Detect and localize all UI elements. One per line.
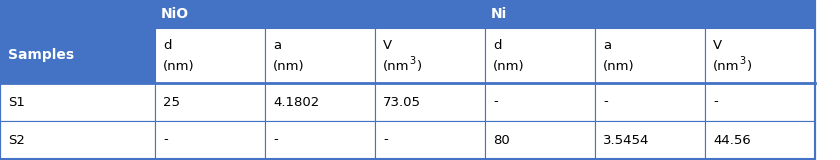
Text: V: V: [713, 39, 722, 52]
Bar: [0, 0, 155, 28]
Text: (nm): (nm): [493, 60, 525, 73]
Text: d: d: [493, 39, 501, 52]
Text: 25: 25: [163, 96, 180, 108]
Text: 4.1802: 4.1802: [273, 96, 319, 108]
Text: (nm: (nm: [383, 60, 410, 73]
Bar: [265, 28, 375, 83]
Text: -: -: [713, 96, 717, 108]
Text: V: V: [383, 39, 392, 52]
Text: (nm: (nm: [713, 60, 739, 73]
Text: ): ): [417, 60, 423, 73]
Text: NiO: NiO: [161, 7, 189, 21]
Text: 3.5454: 3.5454: [603, 133, 649, 147]
Text: (nm): (nm): [603, 60, 635, 73]
Text: S2: S2: [8, 133, 25, 147]
Text: -: -: [163, 133, 168, 147]
Text: a: a: [273, 39, 281, 52]
Bar: [375, 28, 485, 83]
Bar: [595, 121, 705, 159]
Text: -: -: [603, 96, 608, 108]
Text: (nm): (nm): [273, 60, 305, 73]
Bar: [155, 0, 485, 28]
Bar: [485, 83, 595, 121]
Bar: [265, 121, 375, 159]
Bar: [595, 83, 705, 121]
Text: -: -: [383, 133, 388, 147]
Text: 80: 80: [493, 133, 510, 147]
Text: a: a: [603, 39, 612, 52]
Text: 73.05: 73.05: [383, 96, 421, 108]
Bar: [0, 121, 155, 159]
Text: 44.56: 44.56: [713, 133, 751, 147]
Text: (nm): (nm): [163, 60, 195, 73]
Bar: [485, 28, 595, 83]
Text: 3: 3: [739, 56, 745, 67]
Bar: [375, 121, 485, 159]
Bar: [375, 83, 485, 121]
Text: d: d: [163, 39, 171, 52]
Text: ): ): [747, 60, 752, 73]
Text: Ni: Ni: [491, 7, 507, 21]
Bar: [155, 121, 265, 159]
Bar: [485, 0, 815, 28]
Bar: [0, 28, 155, 83]
Bar: [705, 83, 815, 121]
Text: S1: S1: [8, 96, 25, 108]
Bar: [485, 121, 595, 159]
Text: 3: 3: [409, 56, 415, 67]
Bar: [705, 28, 815, 83]
Bar: [0, 83, 155, 121]
Bar: [155, 28, 265, 83]
Bar: [155, 83, 265, 121]
Bar: [595, 28, 705, 83]
Text: -: -: [273, 133, 278, 147]
Bar: [705, 121, 815, 159]
Text: -: -: [493, 96, 498, 108]
Text: Samples: Samples: [8, 48, 74, 63]
Bar: [265, 83, 375, 121]
